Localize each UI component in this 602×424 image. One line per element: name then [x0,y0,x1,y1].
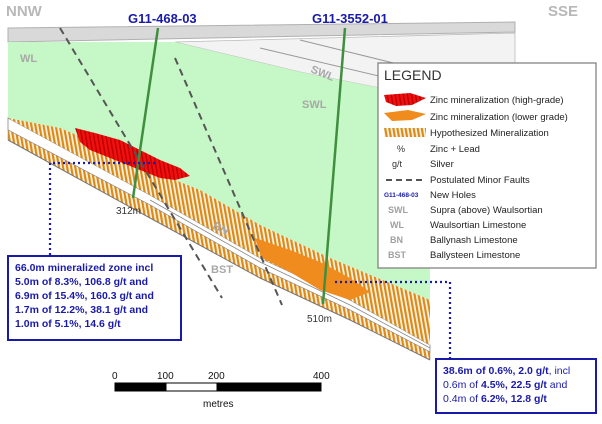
contact-line [149,199,431,349]
callout-left-line-3: 6.9m of 15.4%, 160.3 g/t and [15,290,154,302]
callout-right-line-1-bold: 38.6m of 0.6%, 2.0 g/t [443,365,549,377]
legend-symbol-gt: g/t [392,159,403,169]
contact-line [7,139,431,361]
callout-left-line-4: 1.7m of 12.2%, 38.1 g/t and [15,304,149,316]
scale-tick-0: 0 [112,371,118,382]
legend-label-zinc-lead: Zinc + Lead [430,144,480,155]
scale-bar: 0 100 200 400 metres [112,371,330,410]
legend-symbol-percent: % [397,144,405,154]
callout-left: 66.0m mineralized zone incl 5.0m of 8.3%… [7,255,182,341]
unit-label-swl-lower: SWL [302,99,327,111]
callout-right-line-1-suffix: , incl [548,365,571,377]
legend-symbol-bn: BN [390,235,403,245]
fault-line [59,27,223,299]
callout-right-line-3-a: 0.4m of [443,393,481,405]
unit-label-bst: BST [211,264,233,276]
callout-left-line-1: 66.0m mineralized zone incl [15,262,154,274]
callout-right-line-2-a: 0.6m of [443,379,481,391]
legend-hatch-swatch [384,128,426,137]
scale-bar-seg-3 [216,382,322,392]
legend-label-swl: Supra (above) Waulsortian [430,205,543,216]
callout-right-line-2-b: 4.5%, 22.5 g/t [480,379,547,391]
hole-depth-2: 510m [307,314,332,325]
fault-line [174,57,283,306]
legend-symbol-wl: WL [390,220,404,230]
unit-label-wl: WL [20,53,37,65]
legend-label-silver: Silver [430,159,454,170]
legend-symbol-new-hole: G11-468-03 [384,192,419,199]
callout-right: 38.6m of 0.6%, 2.0 g/t, incl 0.6m of 4.5… [435,358,597,414]
legend-symbol-bst: BST [388,250,407,260]
direction-left-label: NNW [6,3,43,20]
drill-hole-2 [321,27,347,305]
legend-label-high-grade: Zinc mineralization (high-grade) [430,95,564,106]
callout-leader-left [48,161,155,255]
legend-label-new-holes: New Holes [430,190,476,201]
legend-label-bn: Ballynash Limestone [430,235,518,246]
callout-right-line-3-b: 6.2%, 12.8 g/t [480,393,547,405]
scale-bar-seg-1 [114,382,167,392]
callout-right-line-2-c: and [546,379,568,391]
hole-label-1: G11-468-03 [128,11,197,26]
callout-right-line-2: 0.6m of 4.5%, 22.5 g/t and [443,378,589,392]
legend-label-bst: Ballysteen Limestone [430,250,520,261]
legend-title: LEGEND [384,67,442,83]
scale-bar-seg-2 [165,382,218,392]
legend-label-lower-grade: Zinc mineralization (lower grade) [430,112,568,123]
scale-unit-label: metres [203,399,234,410]
legend-label-faults: Postulated Minor Faults [430,175,530,186]
drill-hole-1 [131,27,160,199]
callout-right-line-1: 38.6m of 0.6%, 2.0 g/t, incl [443,364,589,378]
legend-label-hypothesized: Hypothesized Mineralization [430,128,549,139]
legend-symbol-swl: SWL [388,205,408,215]
legend-lower-grade-swatch [384,110,426,121]
hole-depth-1: 312m [116,206,141,217]
callout-left-line-2: 5.0m of 8.3%, 106.8 g/t and [15,276,149,288]
scale-tick-400: 400 [313,371,330,382]
legend-label-wl: Waulsortian Limestone [430,220,526,231]
callout-right-line-3: 0.4m of 6.2%, 12.8 g/t [443,392,589,406]
legend-high-grade-swatch [384,93,426,106]
callout-left-line-5: 1.0m of 5.1%, 14.6 g/t [15,318,121,330]
surface-band [7,21,516,43]
lower-grade-zone [255,238,370,300]
legend: LEGEND Zinc mineralization (high-grade) … [377,62,597,269]
scale-tick-200: 200 [208,371,225,382]
callout-leader-right [335,280,452,360]
scale-tick-100: 100 [157,371,174,382]
high-grade-zone [75,128,190,180]
hypothesized-mineralization-band [8,118,430,345]
direction-right-label: SSE [548,3,578,20]
hole-label-2: G11-3552-01 [312,11,388,26]
